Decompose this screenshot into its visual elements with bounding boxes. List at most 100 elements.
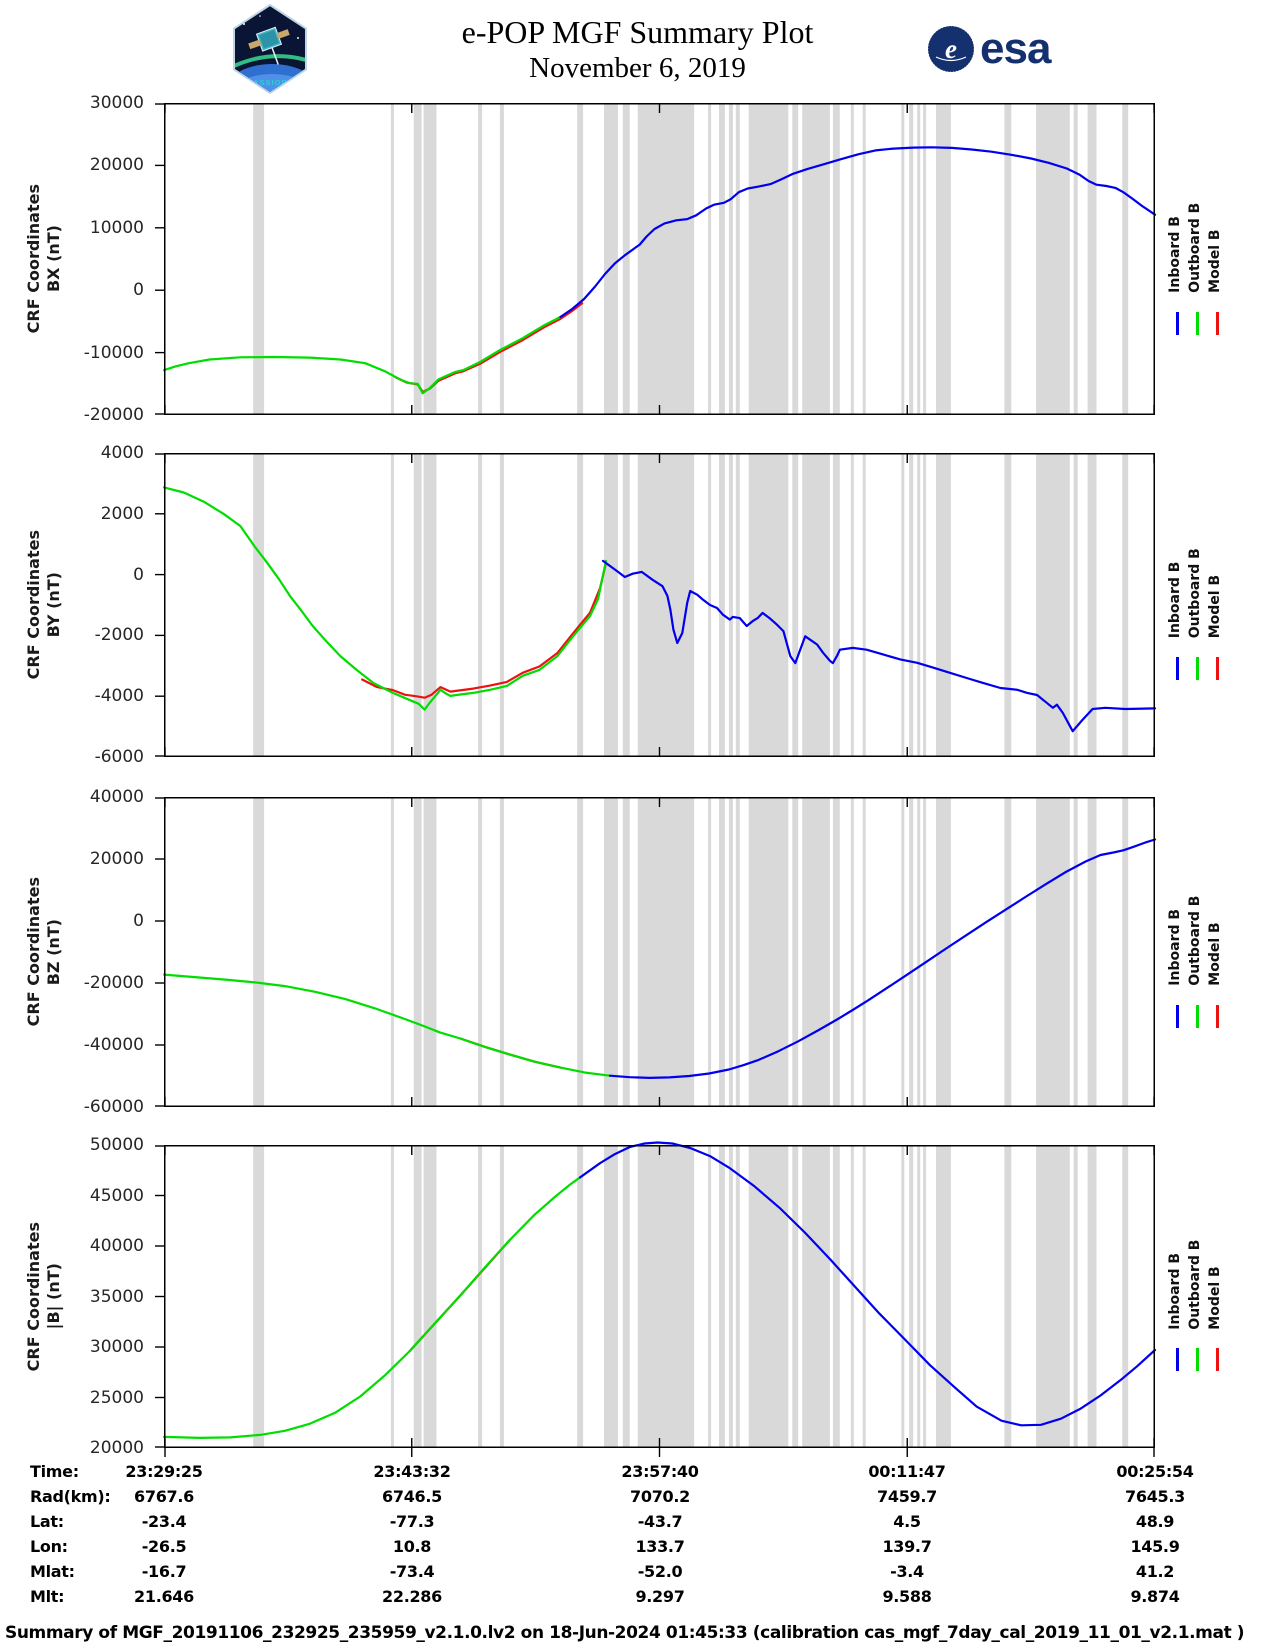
data-gap-band <box>802 454 830 756</box>
legend-entry-outboard-b: Outboard B <box>1187 453 1207 757</box>
data-gap-band <box>708 104 712 414</box>
ephemeris-value: 9.297 <box>635 1587 685 1606</box>
page-title: e-POP MGF Summary Plot <box>461 14 814 50</box>
data-gap-band <box>923 104 927 414</box>
esa-logo-text: esa <box>980 24 1051 73</box>
ephemeris-value: -43.7 <box>637 1512 683 1531</box>
data-gap-band <box>936 454 951 756</box>
page-subtitle: November 6, 2019 <box>529 52 746 84</box>
by-plot <box>155 453 1157 757</box>
ephemeris-value: 9.588 <box>882 1587 932 1606</box>
ephemeris-value: 00:11:47 <box>868 1462 946 1481</box>
legend-label-inboard-b: Inboard B <box>1167 561 1183 639</box>
data-gap-band <box>1036 104 1070 414</box>
data-gap-band <box>719 1146 725 1447</box>
legend-swatch-inboard-b <box>1176 1004 1179 1028</box>
data-gap-band <box>499 454 504 756</box>
legend-entry-outboard-b: Outboard B <box>1187 1145 1207 1448</box>
data-gap-band <box>792 104 799 414</box>
data-gap-band <box>735 1146 740 1447</box>
legend-entry-model-b: Model B <box>1207 1145 1227 1448</box>
table-row-lon: Lon: -26.5 10.8 133.7 139.7 145.9 <box>0 1537 1275 1562</box>
ephemeris-value: -16.7 <box>141 1562 187 1581</box>
y-tick-labels: 40000 20000 0 -20000 -40000 -60000 <box>0 788 150 1116</box>
cassiope-mission-patch: CASSIOPE <box>233 4 307 94</box>
y-tick-label: -40000 <box>83 1035 144 1055</box>
series-inboard-b <box>579 1141 1157 1427</box>
data-gap-band <box>936 798 951 1106</box>
data-gap-band <box>478 798 483 1106</box>
data-gap-band <box>901 104 905 414</box>
data-gap-band <box>253 798 265 1106</box>
ephemeris-value: 139.7 <box>882 1537 932 1556</box>
data-gap-band <box>792 1146 799 1447</box>
mission-patch-label: CASSIOPE <box>247 78 294 87</box>
data-gap-band <box>748 1146 789 1447</box>
legend-bx: Inboard B Outboard B Model B <box>1167 103 1227 415</box>
data-gap-band <box>390 454 394 756</box>
ephemeris-value: 10.8 <box>392 1537 432 1556</box>
y-tick-label: 50000 <box>89 1135 144 1155</box>
data-gap-band <box>917 454 921 756</box>
data-gap-band <box>917 1146 921 1447</box>
data-gap-band <box>478 454 483 756</box>
bx-plot-svg <box>155 103 1157 415</box>
ephemeris-value: 4.5 <box>893 1512 921 1531</box>
legend-label-outboard-b: Outboard B <box>1187 1239 1203 1330</box>
legend-label-inboard-b: Inboard B <box>1167 216 1183 294</box>
data-gap-band <box>909 454 914 756</box>
legend-label-outboard-b: Outboard B <box>1187 203 1203 294</box>
table-row-mlt: Mlt: 21.646 22.286 9.297 9.588 9.874 <box>0 1587 1275 1612</box>
ephemeris-value: 21.646 <box>134 1587 194 1606</box>
series-outboard-b <box>162 973 611 1077</box>
panel-bx: CRF Coordinates BX (nT) 30000 20000 10000 0 -1… <box>0 94 1275 424</box>
satellite-icon <box>248 26 290 65</box>
data-gap-band <box>1073 1146 1078 1447</box>
data-gap-band <box>413 104 422 414</box>
ephemeris-value: 7070.2 <box>630 1487 690 1506</box>
y-tick-label: 20000 <box>89 849 144 869</box>
data-gap-band <box>423 1146 437 1447</box>
legend-swatch-model-b <box>1216 656 1219 680</box>
panel-bz: CRF Coordinates BZ (nT) 40000 20000 0 -20000-… <box>0 788 1275 1116</box>
legend-entry-model-b: Model B <box>1207 797 1227 1107</box>
data-gap-band <box>390 1146 394 1447</box>
legend-swatch-inboard-b <box>1176 656 1179 680</box>
ephemeris-value: 145.9 <box>1130 1537 1180 1556</box>
data-gap-band <box>1122 454 1129 756</box>
y-tick-label: 30000 <box>89 1337 144 1357</box>
table-row-mlat: Mlat: -16.7 -73.4 -52.0 -3.4 41.2 <box>0 1562 1275 1587</box>
data-gap-band <box>832 1146 840 1447</box>
data-gap-band <box>832 454 840 756</box>
y-tick-label: 45000 <box>89 1185 144 1206</box>
y-tick-labels: 4000 2000 0 -2000 -4000 -6000 <box>0 444 150 766</box>
legend-label-model-b: Model B <box>1207 229 1223 294</box>
data-gap-band <box>792 454 799 756</box>
data-gap-band <box>1073 798 1078 1106</box>
legend-swatch-model-b <box>1216 1004 1219 1028</box>
ephemeris-row-label: Lon: <box>30 1537 68 1556</box>
data-gap-band <box>637 104 695 414</box>
esa-logo: e esa <box>926 24 1051 74</box>
legend-label-inboard-b: Inboard B <box>1167 1253 1183 1330</box>
ephemeris-value: -73.4 <box>389 1562 435 1581</box>
data-gap-band <box>423 798 437 1106</box>
data-gap-band <box>253 104 265 414</box>
data-gap-band <box>604 798 618 1106</box>
data-gap-band <box>1004 1146 1012 1447</box>
data-gap-band <box>1073 454 1078 756</box>
ephemeris-value: 22.286 <box>382 1587 442 1606</box>
data-gap-band <box>478 104 483 414</box>
bz-plot-svg <box>155 797 1157 1107</box>
data-gap-band <box>413 1146 422 1447</box>
y-tick-label: -20000 <box>83 405 144 425</box>
data-gap-band <box>735 104 740 414</box>
data-gap-band <box>622 104 630 414</box>
ephemeris-value: 7645.3 <box>1125 1487 1185 1506</box>
ephemeris-value: 41.2 <box>1135 1562 1175 1581</box>
data-gap-band <box>708 1146 712 1447</box>
data-gap-band <box>901 454 905 756</box>
y-tick-label: -20000 <box>83 973 144 993</box>
ephemeris-value: 6767.6 <box>134 1487 194 1506</box>
data-gap-band <box>1004 104 1012 414</box>
